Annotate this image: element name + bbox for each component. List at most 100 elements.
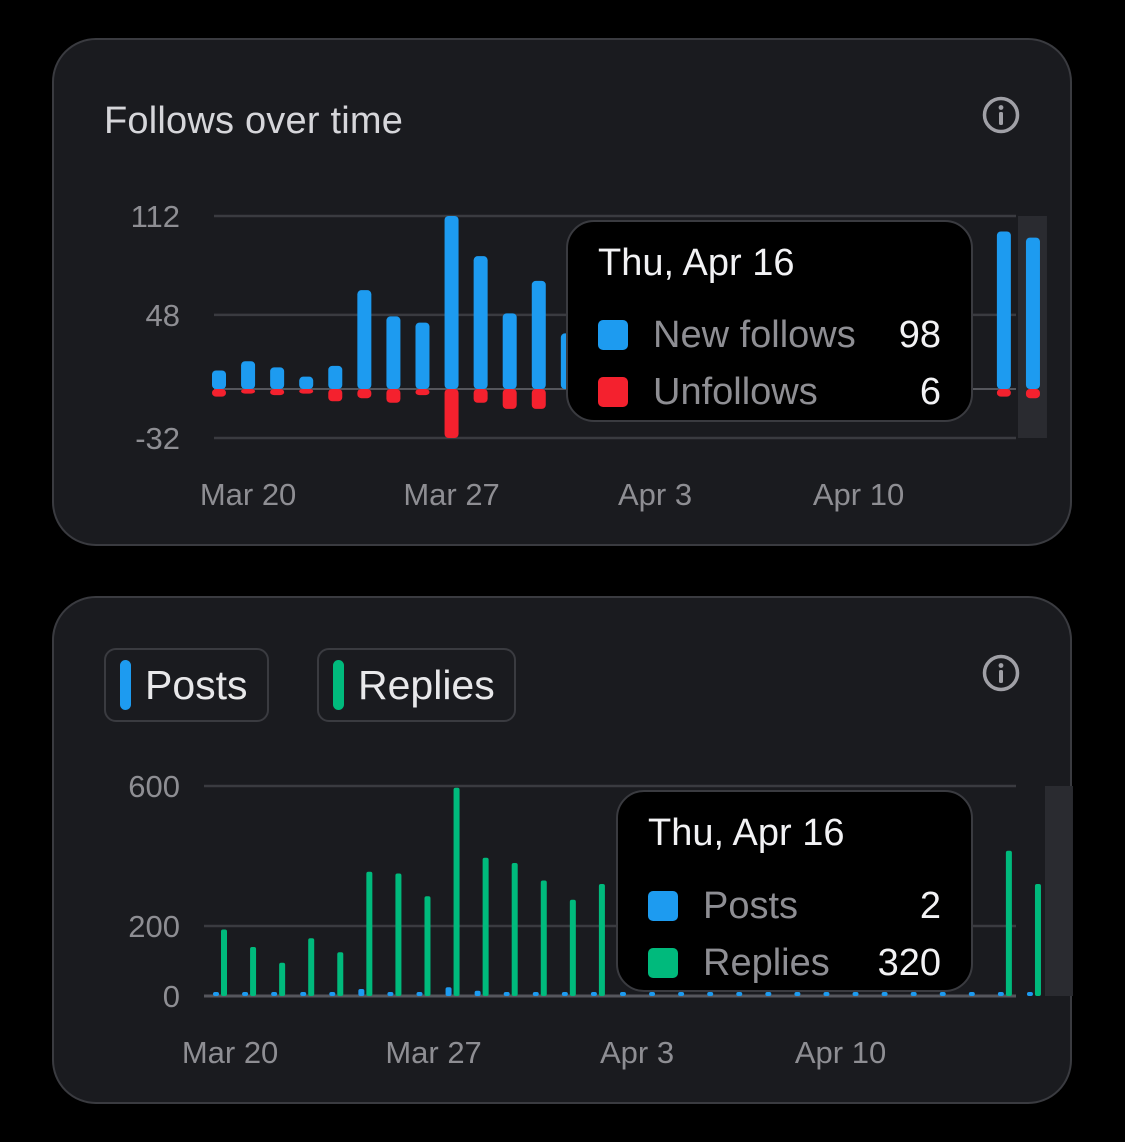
bar-posts [881, 992, 888, 996]
replies-swatch [333, 660, 344, 710]
bar-posts [707, 992, 714, 996]
tooltip-series-name: Unfollows [653, 370, 818, 413]
bar-unfollows [1025, 389, 1040, 399]
bar-new-follows [531, 280, 546, 389]
x-tick-label: Mar 27 [403, 477, 499, 512]
bar-unfollows [299, 389, 314, 394]
bar-posts [387, 992, 394, 996]
replies-swatch [648, 948, 678, 978]
bar-replies [366, 871, 373, 996]
bar-replies [569, 899, 576, 996]
tooltip-date: Thu, Apr 16 [648, 812, 845, 854]
bar-posts [939, 992, 946, 996]
bar-new-follows [444, 216, 459, 389]
hover-band [1044, 786, 1073, 996]
bar-posts [242, 992, 249, 996]
bar-new-follows [1025, 237, 1040, 389]
bar-replies [337, 952, 344, 996]
bar-unfollows [212, 389, 226, 397]
bar-posts [271, 992, 278, 996]
bar-posts [794, 992, 801, 996]
bar-replies [424, 896, 431, 996]
bar-replies [221, 929, 227, 996]
bar-posts [300, 992, 307, 996]
legend-posts-toggle[interactable]: Posts [104, 648, 269, 722]
tooltip-series-name: New follows [653, 313, 856, 356]
bar-unfollows [473, 389, 488, 403]
legend-replies-label: Replies [358, 661, 495, 708]
info-circle-icon[interactable] [982, 96, 1020, 134]
bar-new-follows [386, 316, 401, 389]
bar-posts [997, 992, 1004, 996]
bar-posts [445, 987, 452, 996]
bar-posts [678, 992, 685, 996]
bar-posts [503, 992, 510, 996]
bar-posts [968, 992, 975, 996]
bar-new-follows [357, 290, 372, 389]
bar-posts [590, 992, 597, 996]
tooltip-series-value: 320 [877, 941, 941, 984]
x-tick-label: Apr 10 [813, 477, 904, 512]
activity-tooltip: Thu, Apr 16 Posts 2 Replies 320 [616, 790, 973, 992]
bar-replies [250, 947, 257, 996]
tooltip-series-value: 6 [919, 370, 941, 413]
tooltip-series-value: 2 [919, 884, 941, 927]
bar-unfollows [531, 389, 546, 409]
bar-new-follows [241, 361, 256, 389]
tooltip-row-new-follows: New follows 98 [598, 310, 941, 360]
tooltip-date: Thu, Apr 16 [598, 242, 795, 284]
bar-posts [329, 992, 336, 996]
x-tick-label: Apr 3 [600, 1035, 674, 1070]
bar-unfollows [996, 389, 1011, 397]
bar-new-follows [270, 367, 285, 389]
bar-replies [482, 857, 489, 996]
bar-new-follows [502, 313, 517, 389]
tooltip-row-posts: Posts 2 [648, 881, 941, 931]
follows-card: Follows over time 112 48 -32 Mar 20 Mar 27 Ap… [52, 38, 1072, 546]
bar-replies [540, 880, 547, 996]
y-tick-label: 200 [128, 909, 180, 944]
x-tick-label: Mar 20 [182, 1035, 278, 1070]
bar-posts [619, 992, 626, 996]
tooltip-row-unfollows: Unfollows 6 [598, 367, 941, 417]
bar-new-follows [212, 370, 226, 389]
x-tick-label: Mar 20 [200, 477, 296, 512]
bar-posts [561, 992, 568, 996]
bar-unfollows [502, 389, 517, 409]
bar-posts [1026, 992, 1033, 996]
bar-new-follows [299, 376, 314, 389]
bar-posts [852, 992, 859, 996]
bar-unfollows [357, 389, 372, 399]
bar-replies [453, 787, 460, 996]
x-tick-label: Apr 10 [795, 1035, 886, 1070]
bar-replies [598, 884, 605, 996]
y-tick-label: 600 [128, 769, 180, 804]
tooltip-series-name: Posts [703, 884, 799, 927]
legend-replies-toggle[interactable]: Replies [317, 648, 516, 722]
follows-tooltip: Thu, Apr 16 New follows 98 Unfollows 6 [566, 220, 973, 422]
bar-replies [511, 863, 518, 996]
bar-unfollows [241, 389, 256, 394]
posts-swatch [120, 660, 131, 710]
info-circle-icon[interactable] [982, 654, 1020, 692]
bar-replies [279, 962, 286, 996]
bar-unfollows [386, 389, 401, 403]
bar-new-follows [415, 322, 430, 389]
unfollows-swatch [598, 377, 628, 407]
bar-unfollows [415, 389, 430, 396]
x-tick-label: Apr 3 [618, 477, 692, 512]
y-tick-label: 0 [163, 979, 180, 1014]
tooltip-series-name: Replies [703, 941, 830, 984]
bar-replies [308, 938, 315, 996]
bar-new-follows [328, 365, 343, 389]
new-follows-swatch [598, 320, 628, 350]
bar-unfollows [444, 389, 459, 438]
bar-posts [823, 992, 830, 996]
bar-posts [213, 992, 219, 996]
bar-unfollows [328, 389, 343, 402]
tooltip-series-value: 98 [898, 313, 941, 356]
bar-posts [910, 992, 917, 996]
bar-posts [416, 992, 423, 996]
legend-posts-label: Posts [145, 661, 248, 708]
